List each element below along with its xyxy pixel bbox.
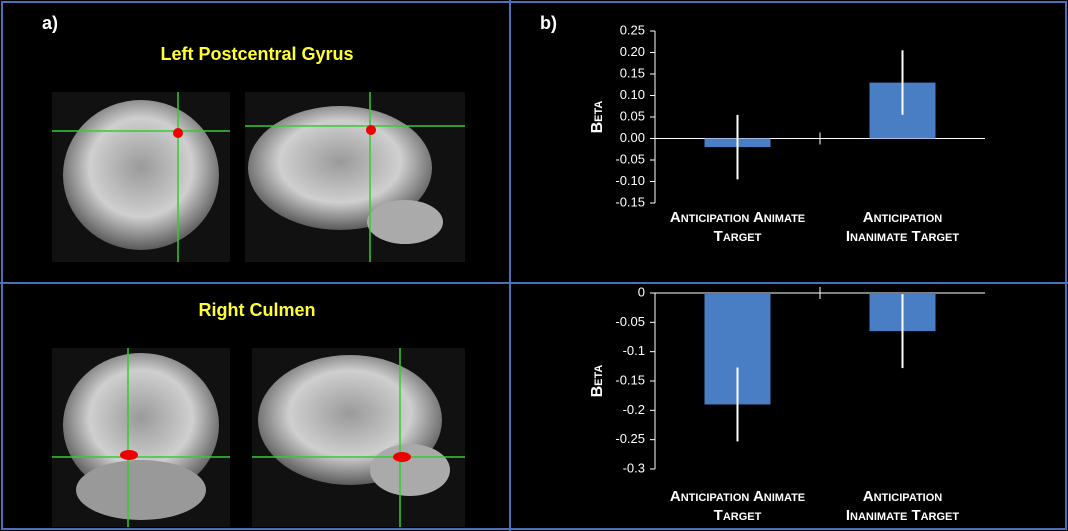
y-tick-label: 0.25 — [620, 22, 645, 37]
y-tick-label: 0.05 — [620, 108, 645, 123]
y-tick-label: 0.10 — [620, 87, 645, 102]
brain-image — [52, 348, 230, 527]
y-tick-label: -0.2 — [623, 402, 645, 417]
y-tick-label: -0.3 — [623, 460, 645, 475]
brain-image — [52, 92, 230, 262]
y-tick-label: -0.15 — [615, 372, 645, 387]
y-tick-label: 0.00 — [620, 130, 645, 145]
y-tick-label: -0.05 — [615, 314, 645, 329]
brain-image — [245, 92, 465, 262]
y-tick-label: -0.25 — [615, 431, 645, 446]
y-tick-label: -0.1 — [623, 343, 645, 358]
x-tick-label: Anticipation Animate Target — [669, 209, 806, 245]
x-tick-label: Anticipation Inanimate Target — [845, 488, 960, 524]
x-tick-label: Anticipation Inanimate Target — [845, 209, 960, 245]
brain-title: Right Culmen — [199, 300, 316, 320]
y-axis-label: Beta — [589, 101, 606, 134]
y-tick-label: -0.15 — [615, 194, 645, 209]
y-tick-label: -0.05 — [615, 151, 645, 166]
x-tick-label: Anticipation Animate Target — [669, 488, 806, 524]
y-tick-label: -0.10 — [615, 173, 645, 188]
y-tick-label: 0.15 — [620, 65, 645, 80]
y-tick-label: 0.20 — [620, 44, 645, 59]
panel-label: b) — [540, 13, 557, 33]
brain-title: Left Postcentral Gyrus — [160, 44, 353, 64]
y-tick-label: 0 — [638, 284, 645, 299]
y-axis-label: Beta — [589, 365, 606, 398]
brain-image — [252, 348, 465, 527]
panel-label: a) — [42, 13, 58, 33]
